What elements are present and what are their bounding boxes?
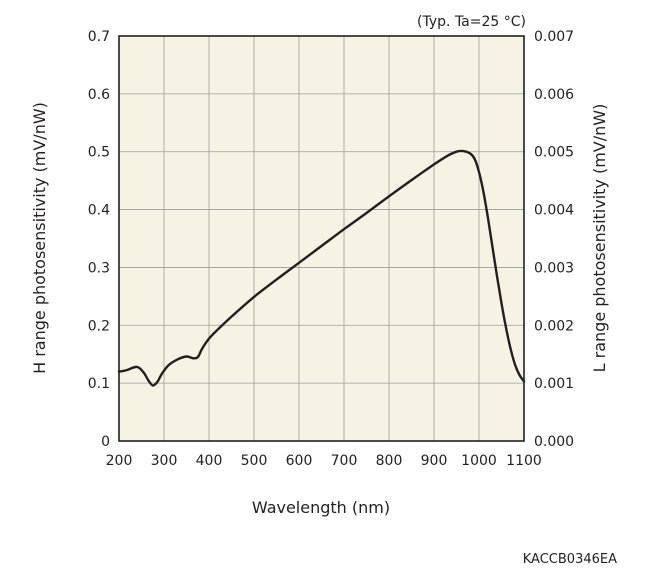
x-axis-ticks: 200 300 400 500 600 700 800 900 1000 1100 (106, 453, 542, 469)
x-tick-label: 700 (331, 453, 358, 469)
y-right-tick-label: 0.001 (534, 376, 574, 392)
y-tick-label: 0 (101, 434, 110, 450)
y-right-tick-label: 0.005 (534, 145, 574, 161)
y-tick-label: 0.3 (88, 260, 110, 276)
y-axis-label: H range photosensitivity (mV/nW) (30, 102, 49, 374)
x-tick-label: 500 (241, 453, 268, 469)
y-right-tick-label: 0.003 (534, 260, 574, 276)
x-tick-label: 200 (106, 453, 133, 469)
y-right-tick-label: 0.000 (534, 434, 574, 450)
y-tick-label: 0.2 (88, 318, 110, 334)
x-tick-label: 300 (151, 453, 178, 469)
y-right-tick-label: 0.006 (534, 87, 574, 103)
y-tick-label: 0.7 (88, 29, 110, 45)
x-tick-label: 900 (421, 453, 448, 469)
x-tick-label: 1100 (506, 453, 542, 469)
x-axis-label: Wavelength (nm) (252, 498, 390, 517)
x-tick-label: 600 (286, 453, 313, 469)
y-right-tick-label: 0.002 (534, 318, 574, 334)
y-right-tick-label: 0.007 (534, 29, 574, 45)
y-axis-ticks: 0 0.1 0.2 0.3 0.4 0.5 0.6 0.7 (88, 29, 110, 450)
y-tick-label: 0.6 (88, 87, 110, 103)
y-right-tick-label: 0.004 (534, 203, 574, 219)
x-tick-label: 800 (376, 453, 403, 469)
document-code: KACCB0346EA (523, 552, 617, 567)
y-axis-right-label: L range photosensitivity (mV/nW) (590, 104, 609, 373)
photosensitivity-series-line (117, 149, 526, 387)
x-tick-label: 1000 (461, 453, 497, 469)
x-tick-label: 400 (196, 453, 223, 469)
y-axis-right-ticks: 0.000 0.001 0.002 0.003 0.004 0.005 0.006 0.007 (534, 29, 574, 450)
y-tick-label: 0.5 (88, 145, 110, 161)
plot-frame (118, 35, 525, 442)
plot-area (119, 36, 524, 441)
y-tick-label: 0.1 (88, 376, 110, 392)
y-tick-label: 0.4 (88, 203, 110, 219)
condition-note: (Typ. Ta=25 °C) (417, 14, 526, 30)
